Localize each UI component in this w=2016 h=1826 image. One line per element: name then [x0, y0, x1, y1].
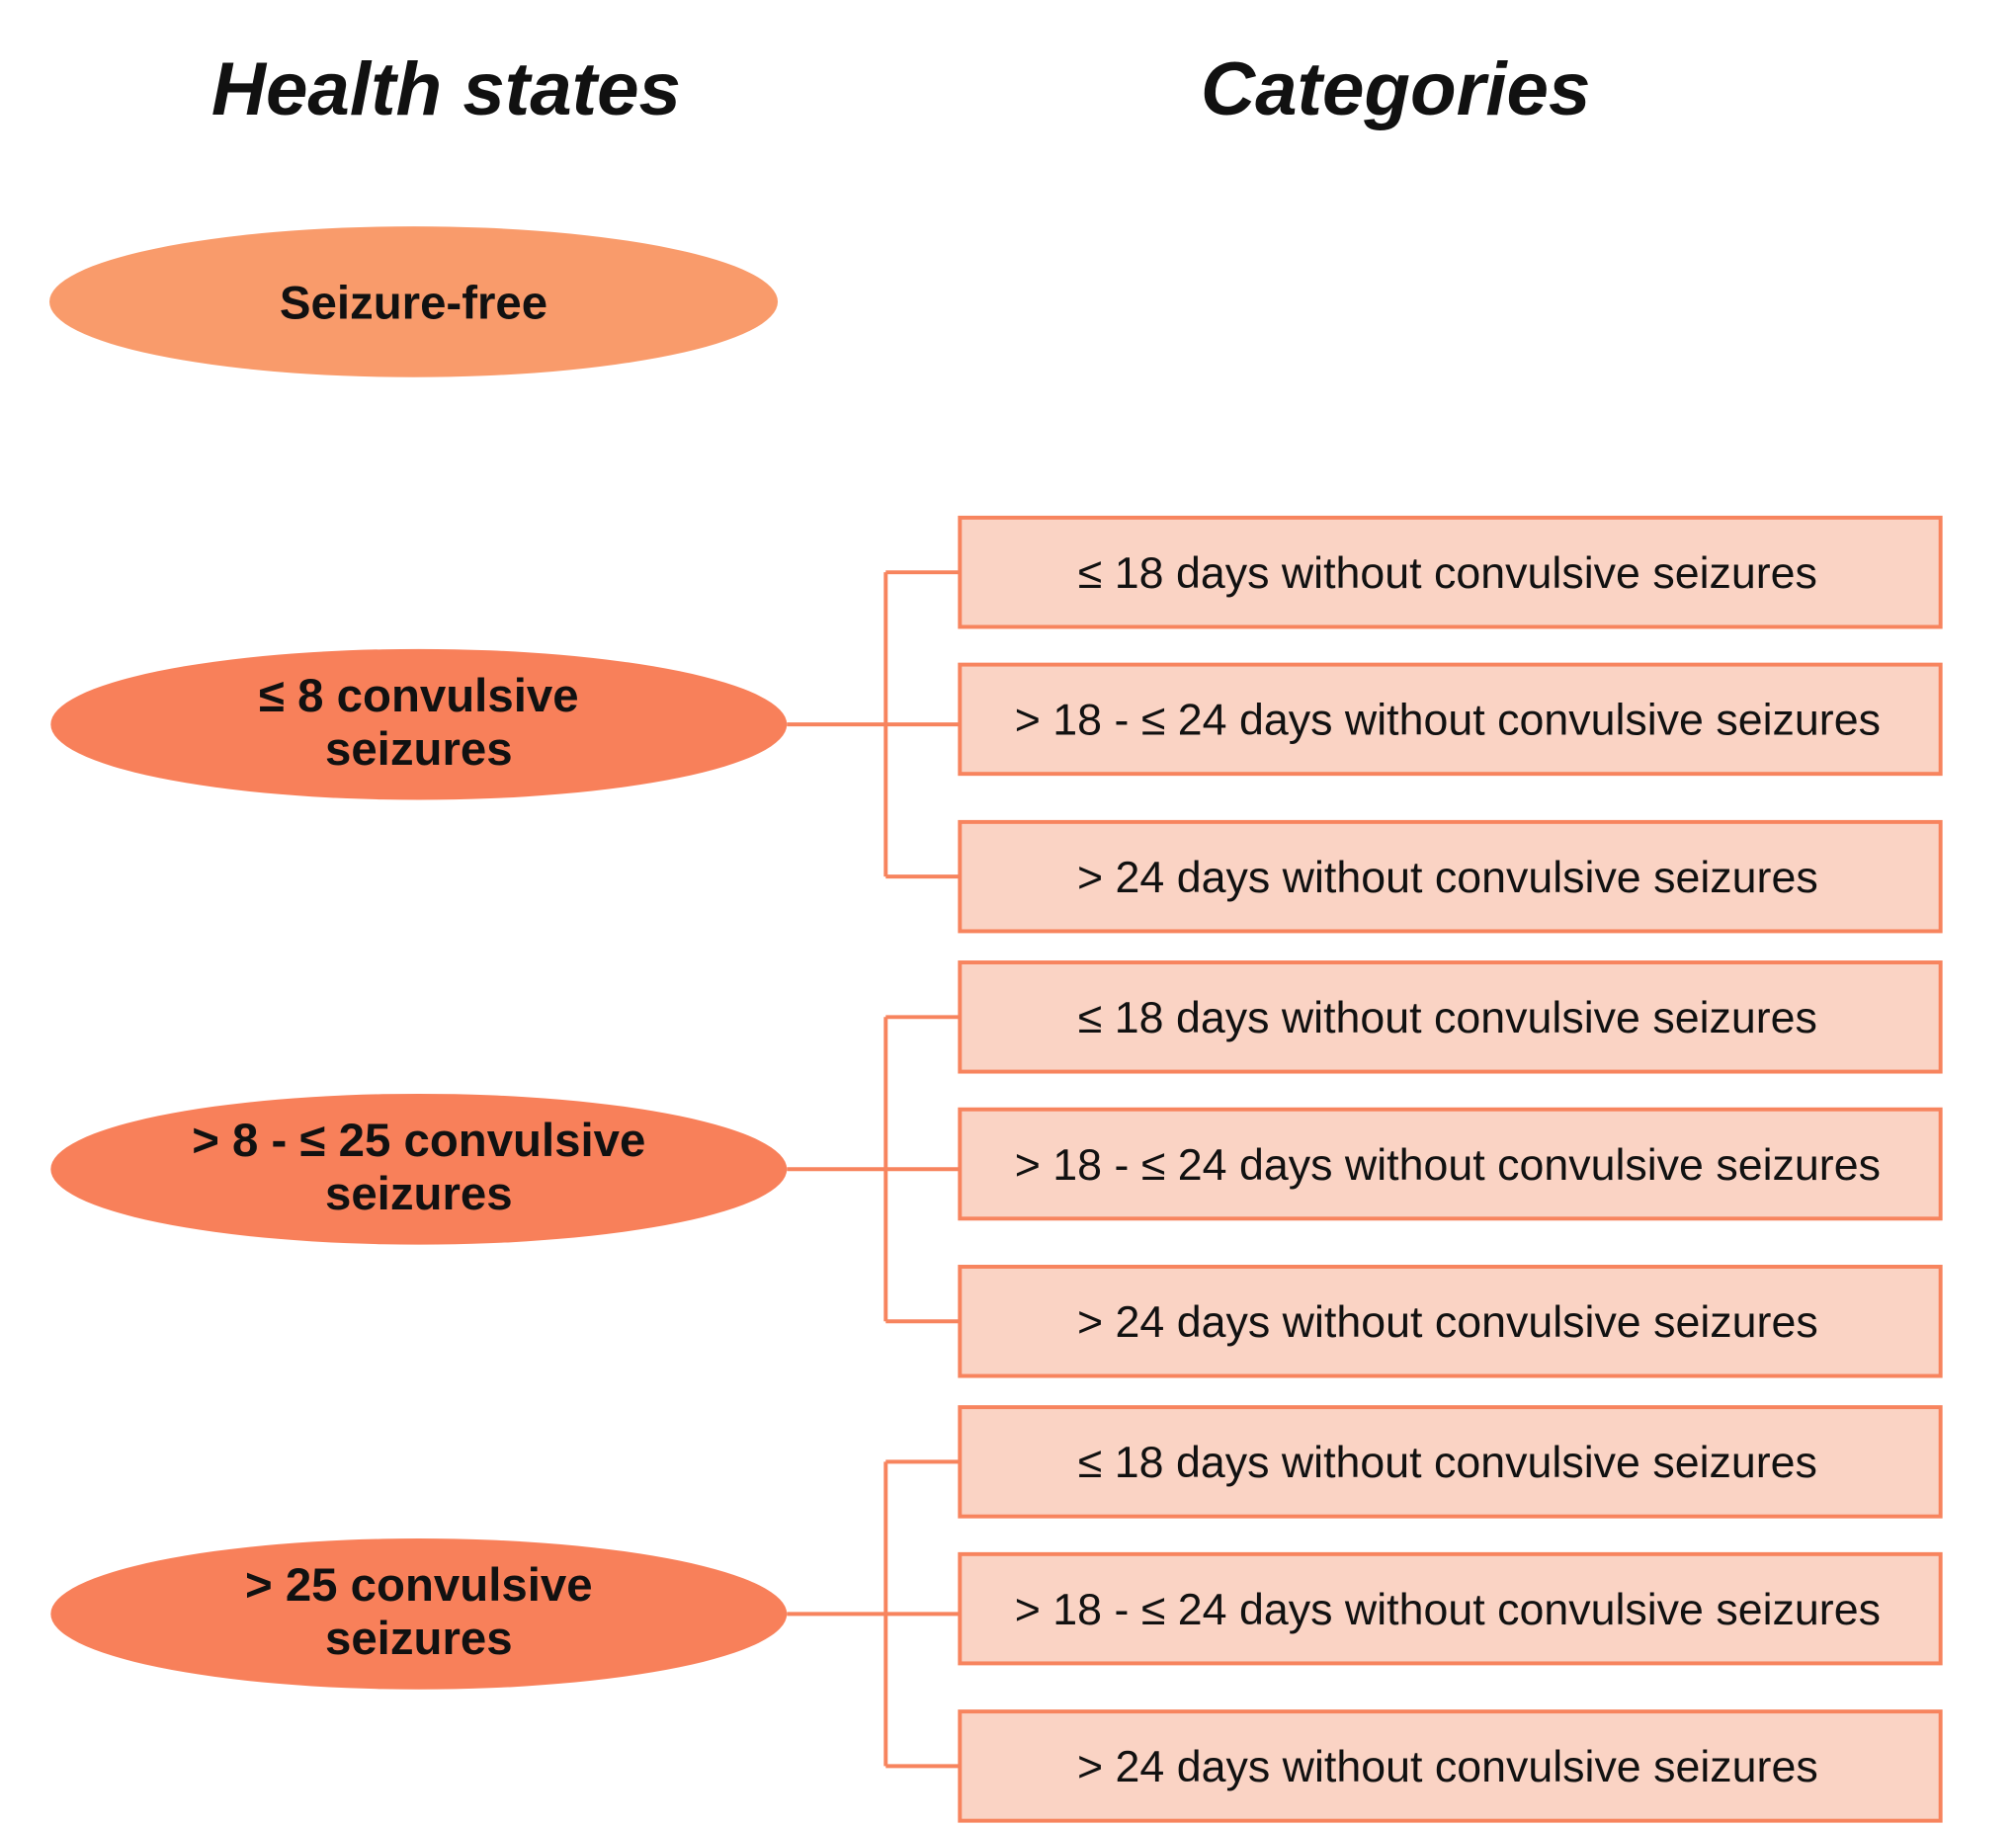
header-categories: Categories: [1201, 47, 1590, 131]
category-label: ≤ 18 days without convulsive seizures: [1078, 993, 1817, 1042]
connector-lines: [787, 1459, 961, 1769]
header-health-states: Health states: [211, 47, 681, 131]
category-box: > 18 - ≤ 24 days without convulsive seiz…: [958, 662, 1943, 777]
state-label-line2: seizures: [325, 1613, 513, 1665]
state-label-line1: > 8 - ≤ 25 convulsive: [192, 1115, 645, 1167]
state-label-line2: seizures: [325, 723, 513, 776]
category-label: > 24 days without convulsive seizures: [1077, 1297, 1818, 1347]
category-box: ≤ 18 days without convulsive seizures: [958, 515, 1943, 629]
state-label: Seizure-free: [280, 278, 547, 330]
category-box: > 24 days without convulsive seizures: [958, 1709, 1943, 1823]
state-label-line2: seizures: [325, 1168, 513, 1220]
category-label: > 18 - ≤ 24 days without convulsive seiz…: [1015, 1585, 1881, 1634]
connector-lines: [787, 1015, 961, 1324]
category-box: > 24 days without convulsive seizures: [958, 819, 1943, 934]
category-label: > 18 - ≤ 24 days without convulsive seiz…: [1015, 696, 1881, 745]
state-label-line1: ≤ 8 convulsive: [259, 670, 579, 722]
category-box: ≤ 18 days without convulsive seizures: [958, 1405, 1943, 1519]
category-box: > 18 - ≤ 24 days without convulsive seiz…: [958, 1107, 1943, 1221]
category-label: > 18 - ≤ 24 days without convulsive seiz…: [1015, 1140, 1881, 1190]
state-label-line1: > 25 convulsive: [245, 1559, 593, 1612]
category-box: > 18 - ≤ 24 days without convulsive seiz…: [958, 1551, 1943, 1666]
category-label: ≤ 18 days without convulsive seizures: [1078, 1438, 1817, 1487]
category-label: > 24 days without convulsive seizures: [1077, 1742, 1818, 1791]
category-box: ≤ 18 days without convulsive seizures: [958, 960, 1943, 1074]
connector-lines: [787, 570, 961, 879]
category-box: > 24 days without convulsive seizures: [958, 1265, 1943, 1378]
state-seizure-free: Seizure-free: [49, 226, 779, 377]
category-label: > 24 days without convulsive seizures: [1077, 853, 1818, 902]
category-label: ≤ 18 days without convulsive seizures: [1078, 548, 1817, 598]
